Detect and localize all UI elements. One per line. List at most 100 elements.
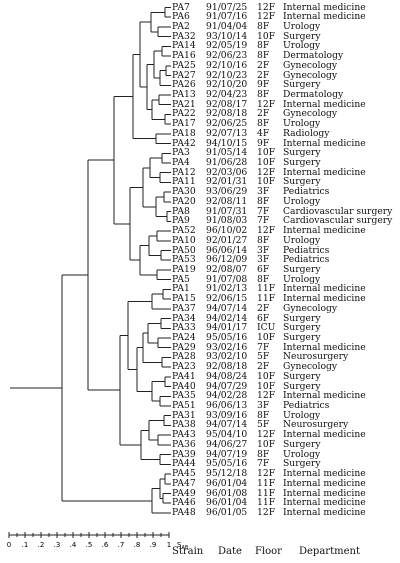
- floor-label: 12F: [257, 506, 276, 518]
- floor-label: 12F: [257, 166, 276, 178]
- strain-id: PA32: [172, 30, 196, 42]
- strain-id: PA2: [172, 20, 190, 32]
- scale-tick-label: .7: [118, 541, 125, 549]
- strain-id: PA4: [172, 157, 190, 169]
- strain-id: PA3: [172, 147, 190, 159]
- floor-label: 8F: [257, 234, 270, 246]
- isolation-date: 94/02/14: [206, 312, 248, 324]
- department-label: Internal medicine: [283, 137, 366, 149]
- similarity-scale: 0 .1 .2 .3 .4 .5 .6 .7 .8 .9 1 SAB: [7, 532, 189, 551]
- floor-label: 9F: [257, 137, 270, 149]
- isolation-date: 96/01/04: [206, 477, 248, 489]
- isolation-date: 93/06/29: [206, 186, 248, 198]
- isolation-date: 94/07/14: [206, 302, 248, 314]
- floor-label: 8F: [257, 20, 270, 32]
- floor-label: 8F: [257, 88, 270, 100]
- strain-id: PA44: [172, 458, 196, 470]
- isolation-date: 92/03/06: [206, 166, 248, 178]
- isolation-date: 92/05/19: [206, 40, 248, 52]
- isolation-date: 93/02/16: [206, 341, 248, 353]
- strain-id: PA39: [172, 448, 196, 460]
- header-department: Department: [299, 546, 360, 557]
- department-label: Surgery: [283, 176, 321, 188]
- scale-tick-label: .3: [54, 541, 61, 549]
- strain-id: PA52: [172, 225, 196, 237]
- department-label: Urology: [283, 20, 321, 32]
- isolation-date: 92/06/23: [206, 50, 248, 62]
- strain-id: PA8: [172, 205, 190, 217]
- department-label: Internal medicine: [283, 468, 366, 480]
- floor-label: 5F: [257, 419, 270, 431]
- isolation-date: 92/10/16: [206, 59, 248, 71]
- isolation-date: 93/02/10: [206, 351, 248, 363]
- floor-label: 10F: [257, 147, 276, 159]
- department-label: Pediatrics: [283, 244, 330, 256]
- floor-label: 3F: [257, 244, 270, 256]
- floor-label: 8F: [257, 50, 270, 62]
- isolation-date: 92/08/11: [206, 195, 248, 207]
- floor-label: 8F: [257, 195, 270, 207]
- department-label: Urology: [283, 273, 321, 285]
- isolation-date: 92/01/27: [206, 234, 248, 246]
- department-label: Internal medicine: [283, 497, 366, 509]
- floor-label: 2F: [257, 108, 270, 120]
- strain-id: PA16: [172, 50, 196, 62]
- strain-id: PA21: [172, 98, 196, 110]
- isolation-date: 93/10/14: [206, 30, 248, 42]
- floor-label: 3F: [257, 254, 270, 266]
- scale-label: SAB: [177, 541, 189, 551]
- strain-id: PA45: [172, 468, 196, 480]
- floor-label: 2F: [257, 361, 270, 373]
- strain-id: PA50: [172, 244, 196, 256]
- department-label: Internal medicine: [283, 487, 366, 499]
- floor-label: 6F: [257, 263, 270, 275]
- floor-label: 6F: [257, 312, 270, 324]
- department-label: Internal medicine: [283, 1, 366, 13]
- strain-id: PA43: [172, 429, 196, 441]
- scale-tick-label: .9: [150, 541, 157, 549]
- strain-id: PA6: [172, 11, 190, 23]
- department-label: Pediatrics: [283, 400, 330, 412]
- department-label: Surgery: [283, 157, 321, 169]
- strain-id: PA40: [172, 380, 196, 392]
- strain-id: PA29: [172, 341, 196, 353]
- strain-id: PA38: [172, 419, 196, 431]
- isolation-date: 94/02/28: [206, 390, 248, 402]
- department-label: Gynecology: [283, 59, 338, 71]
- strain-id: PA23: [172, 361, 196, 373]
- floor-label: 5F: [257, 351, 270, 363]
- department-label: Cardiovascular surgery: [283, 205, 393, 217]
- floor-label: 10F: [257, 370, 276, 382]
- isolation-date: 95/04/10: [206, 429, 248, 441]
- strain-id: PA14: [172, 40, 196, 52]
- isolation-date: 94/07/29: [206, 380, 248, 392]
- department-label: Urology: [283, 409, 321, 421]
- isolation-date: 92/08/17: [206, 98, 248, 110]
- floor-label: 11F: [257, 283, 276, 295]
- department-label: Internal medicine: [283, 225, 366, 237]
- floor-label: 10F: [257, 380, 276, 392]
- scale-tick-label: .2: [38, 541, 45, 549]
- floor-label: ICU: [257, 322, 276, 334]
- floor-label: 8F: [257, 118, 270, 130]
- isolation-date: 92/08/18: [206, 361, 248, 373]
- isolation-date: 93/09/16: [206, 409, 248, 421]
- strain-id: PA47: [172, 477, 196, 489]
- strain-id: PA18: [172, 127, 196, 139]
- floor-label: 12F: [257, 1, 276, 13]
- strain-id: PA10: [172, 234, 196, 246]
- floor-label: 11F: [257, 477, 276, 489]
- department-label: Internal medicine: [283, 390, 366, 402]
- header-floor: Floor: [255, 546, 282, 557]
- isolation-date: 91/07/25: [206, 1, 248, 13]
- strain-id: PA22: [172, 108, 196, 120]
- isolation-date: 92/10/20: [206, 79, 248, 91]
- strain-id: PA34: [172, 312, 196, 324]
- scale-tick-label: .6: [102, 541, 109, 549]
- scale-tick-label: 0: [7, 541, 11, 549]
- department-label: Gynecology: [283, 302, 338, 314]
- department-label: Gynecology: [283, 361, 338, 373]
- floor-label: 7F: [257, 341, 270, 353]
- isolation-date: 92/07/13: [206, 127, 248, 139]
- department-label: Neurosurgery: [283, 419, 349, 431]
